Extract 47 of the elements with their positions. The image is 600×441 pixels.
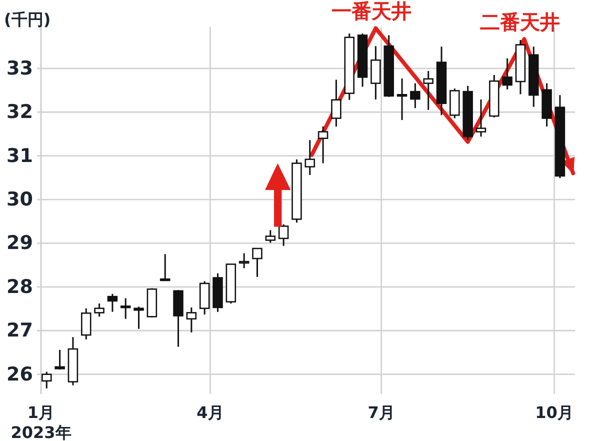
- y-tick-label: 33: [6, 57, 33, 80]
- candlestick: [423, 70, 434, 111]
- y-tick-label: 27: [6, 320, 33, 342]
- annotation: 二番天井: [480, 10, 560, 34]
- candlestick: [384, 34, 394, 98]
- candlestick: [462, 85, 473, 141]
- y-tick-label: 32: [6, 101, 33, 124]
- candlestick: [370, 45, 381, 100]
- y-tick-label: 26: [6, 363, 33, 386]
- candlestick: [186, 306, 197, 334]
- candlestick: [68, 336, 78, 386]
- y-tick-label: 31: [6, 144, 33, 167]
- candlestick: [199, 280, 210, 316]
- candlestick: [304, 139, 316, 176]
- candlestick: [160, 253, 170, 282]
- candlestick: [173, 289, 184, 348]
- candlestick: [476, 98, 486, 138]
- candlestick: [120, 298, 131, 320]
- candlestick: [42, 370, 52, 390]
- candlestick: [134, 306, 144, 330]
- candlestick: [542, 82, 552, 128]
- candlestick: [238, 252, 250, 269]
- candlestick: [502, 58, 512, 90]
- annotation: 一番天井: [332, 0, 412, 24]
- x-tick-label: 1月 2023年: [10, 403, 72, 441]
- candlestick: [331, 79, 342, 128]
- y-tick-label: 30: [6, 188, 33, 211]
- candlestick: [396, 78, 408, 121]
- x-tick-label: 7月: [368, 403, 395, 422]
- x-tick-label: 10月: [535, 403, 574, 422]
- y-tick-label: 28: [6, 276, 33, 298]
- candlestick: [107, 293, 118, 313]
- candlestick: [436, 46, 447, 116]
- candlestick: [410, 82, 420, 109]
- candlestick: [528, 46, 539, 108]
- candlestick: [318, 126, 328, 164]
- candlestick: [515, 39, 526, 95]
- candlestick: [81, 308, 92, 340]
- candlestick: [344, 32, 354, 101]
- x-tick-label: 4月: [196, 403, 224, 422]
- candlestick: [554, 94, 566, 179]
- candlestick: [252, 248, 262, 278]
- candlestick: [357, 32, 368, 88]
- candlestick: [54, 349, 65, 370]
- y-axis-title: (千円): [4, 10, 51, 29]
- candlestick: [278, 224, 289, 247]
- y-tick-label: 29: [6, 232, 33, 254]
